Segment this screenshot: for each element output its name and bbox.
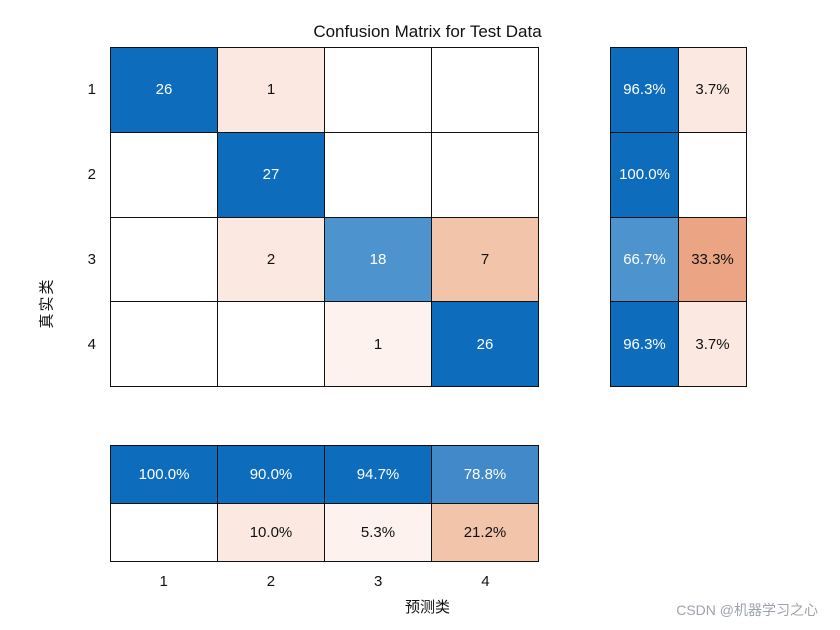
row-tick-label: 1 [87, 81, 96, 98]
chart-title: Confusion Matrix for Test Data [313, 22, 542, 41]
matrix-cell: 1 [218, 48, 324, 132]
column-summary-cell [111, 504, 217, 561]
matrix-cell [432, 48, 538, 132]
row-tick-label: 4 [87, 336, 96, 353]
column-tick-label: 3 [373, 572, 383, 590]
matrix-cell: 26 [432, 302, 538, 386]
matrix-cell: 26 [111, 48, 217, 132]
column-tick-labels: 1 2 3 4 [110, 570, 539, 592]
matrix-cell: 2 [218, 217, 324, 302]
column-tick-label: 2 [266, 572, 276, 590]
row-summary-cell: 96.3% [611, 302, 678, 386]
matrix-cell: 7 [432, 217, 538, 302]
matrix-cell: 18 [325, 217, 431, 302]
column-summary-cell: 10.0% [218, 504, 324, 561]
watermark: CSDN @机器学习之心 [676, 602, 818, 618]
column-summary-cell: 21.2% [432, 504, 538, 561]
column-summary-cell: 100.0% [111, 446, 217, 503]
matrix-cell: 1 [325, 302, 431, 386]
row-summary-cell: 33.3% [679, 217, 746, 302]
y-axis-label: 真实类 [38, 277, 56, 329]
row-summary-cell: 66.7% [611, 217, 678, 302]
row-summary-cell: 96.3% [611, 48, 678, 132]
matrix-cell [111, 302, 217, 386]
column-summary-cell: 5.3% [325, 504, 431, 561]
x-axis-label: 预测类 [404, 599, 450, 616]
column-tick-label: 1 [159, 572, 168, 590]
matrix-cell [325, 132, 431, 217]
row-tick-label: 3 [87, 251, 96, 268]
matrix-cell [218, 302, 324, 386]
confusion-matrix-grid: 26 1 27 2 18 7 1 26 [110, 47, 539, 387]
column-summary-cell: 90.0% [218, 446, 324, 503]
column-summary-cell: 94.7% [325, 446, 431, 503]
row-summary-cell [679, 132, 746, 217]
row-tick-label: 2 [87, 166, 96, 183]
row-tick-labels: 1 2 3 4 [56, 47, 96, 387]
column-tick-label: 4 [481, 572, 490, 590]
column-summary-cell: 78.8% [432, 446, 538, 503]
matrix-cell [111, 132, 217, 217]
matrix-cell [325, 48, 431, 132]
column-summary-grid: 100.0% 90.0% 94.7% 78.8% 10.0% 5.3% 21.2% [110, 445, 539, 562]
row-summary-cell: 3.7% [679, 48, 746, 132]
row-summary-cell: 3.7% [679, 302, 746, 386]
matrix-cell [111, 217, 217, 302]
matrix-cell [432, 132, 538, 217]
row-summary-grid: 96.3% 3.7% 100.0% 66.7% 33.3% 96.3% 3.7% [610, 47, 747, 387]
matrix-cell: 27 [218, 132, 324, 217]
row-summary-cell: 100.0% [611, 132, 678, 217]
